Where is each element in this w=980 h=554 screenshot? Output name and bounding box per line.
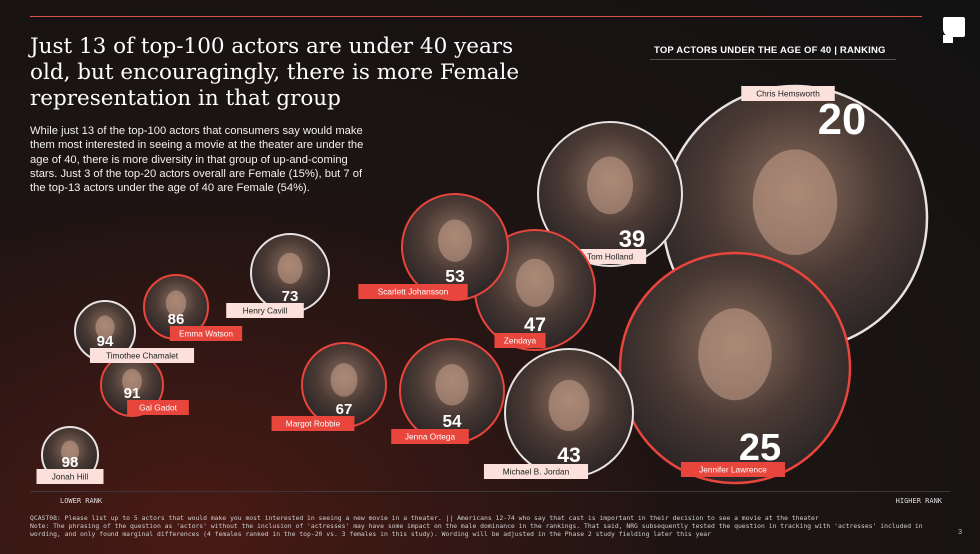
rank-value: 91 <box>124 385 141 402</box>
actor-name-label: Timothee Chamalet <box>106 351 179 361</box>
name-label-box <box>36 469 104 484</box>
brand-logo-icon <box>943 17 965 43</box>
rank-value: 73 <box>282 288 299 305</box>
portrait-silhouette-icon <box>586 156 634 215</box>
rank-value: 94 <box>97 333 114 350</box>
name-label-box <box>741 86 835 101</box>
portrait-silhouette-icon <box>61 440 79 463</box>
slide-title: Just 13 of top-100 actors are under 40 y… <box>30 34 520 111</box>
actor-name-label: Jenna Ortega <box>405 432 456 442</box>
rank-value: 20 <box>818 96 866 144</box>
portrait-silhouette-icon <box>165 290 187 316</box>
portrait-silhouette-icon <box>122 368 142 394</box>
actor-name-label: Jennifer Lawrence <box>699 465 767 475</box>
portrait-silhouette-icon <box>752 149 838 255</box>
name-label-box <box>680 462 786 477</box>
name-label-box <box>169 326 243 341</box>
actor-name-label: Jonah Hill <box>52 472 89 482</box>
top-rule <box>30 16 922 17</box>
rank-axis-line <box>30 491 950 492</box>
rank-value: 67 <box>336 401 353 418</box>
page-number: 3 <box>958 529 962 536</box>
name-label-box <box>391 429 469 444</box>
name-label-box <box>271 416 355 431</box>
name-label-box <box>127 400 189 415</box>
actor-name-label: Margot Robbie <box>286 419 341 429</box>
rank-value: 47 <box>524 314 546 336</box>
portrait-silhouette-icon <box>438 219 472 262</box>
portrait-silhouette-icon <box>95 315 115 340</box>
name-label-box <box>483 464 589 479</box>
portrait-silhouette-icon <box>277 252 303 284</box>
name-label-box <box>89 348 195 363</box>
portrait-silhouette-icon <box>548 379 590 431</box>
actor-name-label: Gal Gadot <box>139 403 178 413</box>
chart-title: TOP ACTORS UNDER THE AGE OF 40 | RANKING <box>650 42 896 60</box>
rank-value: 39 <box>619 226 645 253</box>
actor-name-label: Henry Cavill <box>243 306 288 316</box>
slide-body-text: While just 13 of the top-100 actors that… <box>30 125 364 195</box>
portrait-silhouette-icon <box>515 258 555 307</box>
name-label-box <box>226 303 304 318</box>
rank-value: 53 <box>445 266 465 286</box>
axis-label-lower-rank: LOWER RANK <box>60 497 103 505</box>
actor-name-label: Emma Watson <box>179 329 233 339</box>
name-label-box <box>358 284 468 299</box>
footnote: QCAST08: Please list up to 5 actors that… <box>30 514 923 538</box>
portrait-silhouette-icon <box>330 363 358 397</box>
name-label-box <box>494 333 546 348</box>
actor-name-label: Michael B. Jordan <box>503 467 570 477</box>
portrait-silhouette-icon <box>698 308 772 401</box>
actor-name-label: Chris Hemsworth <box>756 89 820 99</box>
name-label-box <box>573 249 647 264</box>
rank-value: 98 <box>62 454 79 471</box>
rank-value: 43 <box>557 444 580 467</box>
actor-name-label: Tom Holland <box>587 252 634 262</box>
rank-value: 86 <box>168 311 185 328</box>
axis-label-higher-rank: HIGHER RANK <box>895 497 942 505</box>
portrait-silhouette-icon <box>435 363 469 406</box>
actor-name-label: Scarlett Johansson <box>378 287 449 297</box>
rank-value: 54 <box>442 411 462 431</box>
actor-name-label: Zendaya <box>504 336 537 346</box>
